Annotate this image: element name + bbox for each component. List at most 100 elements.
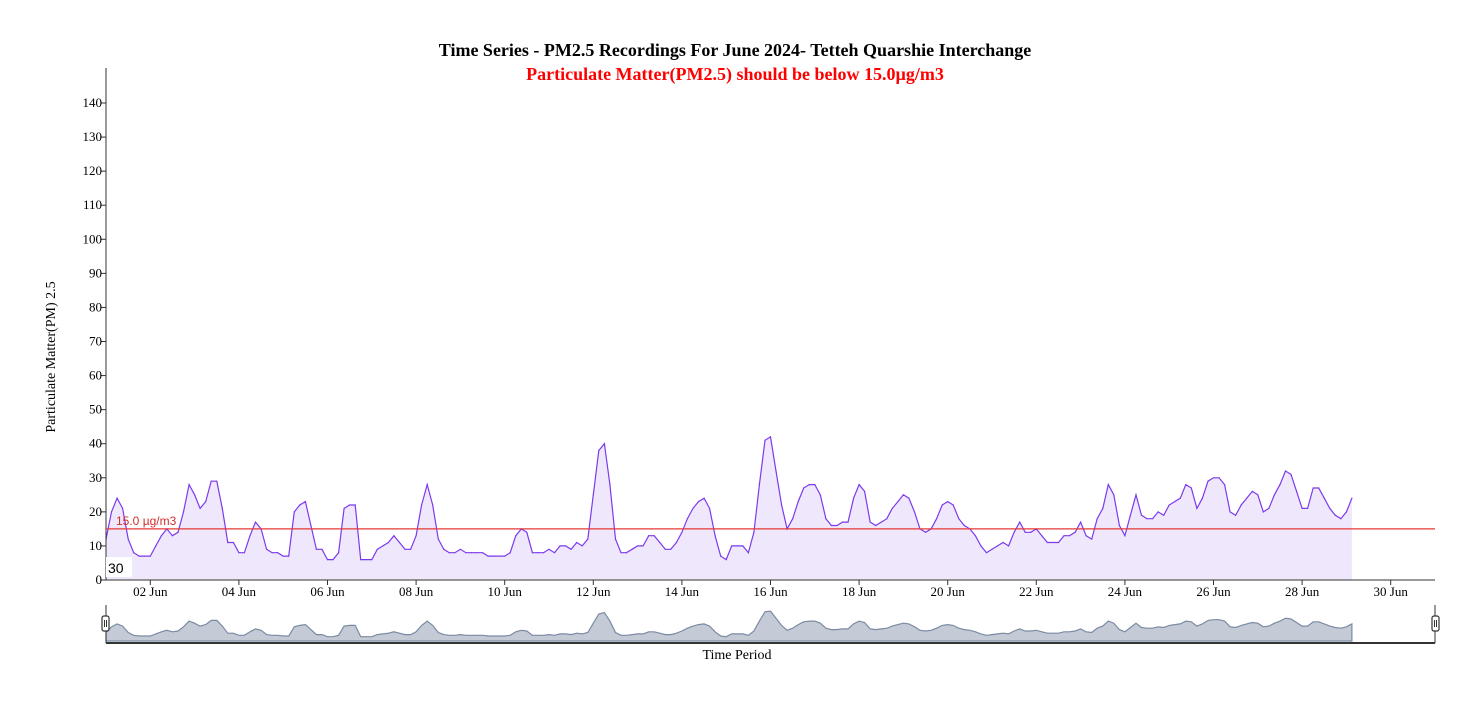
data-point[interactable] (709, 507, 711, 509)
data-point[interactable] (1174, 501, 1176, 503)
data-point[interactable] (160, 535, 162, 537)
data-point[interactable] (421, 504, 423, 506)
data-point[interactable] (515, 535, 517, 537)
data-point[interactable] (138, 555, 140, 557)
data-point[interactable] (398, 541, 401, 544)
data-point[interactable] (238, 552, 240, 554)
data-point[interactable] (470, 552, 473, 554)
data-point[interactable] (310, 524, 312, 527)
data-point[interactable] (553, 552, 556, 554)
data-point[interactable] (155, 545, 157, 547)
data-point[interactable] (249, 535, 251, 537)
data-point[interactable] (825, 518, 827, 520)
data-point[interactable] (504, 555, 506, 557)
data-point[interactable] (681, 531, 683, 533)
data-point[interactable] (1296, 490, 1298, 492)
data-point[interactable] (853, 497, 855, 499)
data-point[interactable] (947, 501, 949, 503)
data-point[interactable] (221, 507, 223, 509)
data-point[interactable] (1152, 518, 1154, 520)
data-point[interactable] (1163, 514, 1165, 516)
data-point[interactable] (1157, 511, 1159, 513)
data-point[interactable] (559, 545, 561, 547)
data-point[interactable] (1063, 535, 1065, 537)
data-point[interactable] (116, 497, 118, 499)
plot-area[interactable] (105, 435, 1353, 580)
data-point[interactable] (864, 490, 866, 492)
data-point[interactable] (764, 439, 766, 441)
data-point[interactable] (459, 548, 461, 550)
data-point[interactable] (354, 504, 356, 506)
data-point[interactable] (742, 545, 744, 547)
data-point[interactable] (493, 555, 495, 557)
data-point[interactable] (609, 484, 611, 486)
data-point[interactable] (326, 559, 329, 561)
data-point[interactable] (1068, 535, 1071, 537)
data-point[interactable] (293, 511, 295, 513)
data-point[interactable] (199, 507, 201, 509)
data-point[interactable] (996, 545, 999, 547)
data-point[interactable] (985, 552, 988, 554)
data-point[interactable] (625, 552, 628, 554)
data-point[interactable] (1257, 494, 1259, 496)
data-point[interactable] (509, 552, 511, 554)
data-point[interactable] (1190, 487, 1192, 489)
data-point[interactable] (1102, 507, 1104, 509)
data-point[interactable] (182, 511, 185, 513)
data-point[interactable] (526, 531, 528, 533)
data-point[interactable] (1140, 514, 1143, 516)
data-point[interactable] (1074, 531, 1076, 533)
data-point[interactable] (686, 518, 689, 520)
data-point[interactable] (675, 541, 678, 544)
data-point[interactable] (1085, 535, 1087, 537)
data-point[interactable] (482, 552, 484, 554)
data-point[interactable] (304, 501, 306, 503)
data-point[interactable] (437, 538, 439, 540)
data-point[interactable] (1118, 524, 1120, 527)
data-point[interactable] (880, 521, 882, 523)
data-point[interactable] (426, 484, 428, 486)
data-point[interactable] (1168, 504, 1170, 506)
data-point[interactable] (1207, 480, 1209, 482)
data-point[interactable] (1124, 535, 1126, 537)
data-point[interactable] (465, 552, 467, 554)
data-point[interactable] (631, 548, 633, 550)
data-point[interactable] (576, 541, 578, 544)
data-point[interactable] (277, 552, 279, 554)
data-point[interactable] (1129, 514, 1131, 516)
data-point[interactable] (171, 535, 173, 537)
data-point[interactable] (216, 480, 218, 482)
data-point[interactable] (1340, 518, 1342, 520)
data-point[interactable] (349, 504, 351, 506)
data-point[interactable] (227, 541, 229, 544)
data-point[interactable] (338, 552, 340, 554)
data-point[interactable] (952, 504, 954, 506)
data-point[interactable] (758, 484, 761, 486)
data-point[interactable] (410, 548, 412, 550)
data-point[interactable] (980, 545, 982, 547)
data-point[interactable] (714, 535, 716, 537)
data-point[interactable] (205, 501, 207, 503)
data-point[interactable] (548, 548, 550, 550)
data-point[interactable] (1019, 521, 1021, 523)
data-point[interactable] (1146, 518, 1148, 520)
data-point[interactable] (542, 552, 545, 554)
data-point[interactable] (1251, 490, 1253, 492)
data-point[interactable] (703, 497, 705, 499)
data-point[interactable] (958, 518, 960, 520)
data-point[interactable] (1091, 538, 1093, 540)
data-point[interactable] (858, 484, 860, 486)
data-point[interactable] (1013, 531, 1015, 533)
data-point[interactable] (1046, 541, 1048, 544)
data-point[interactable] (792, 518, 794, 520)
data-point[interactable] (913, 511, 916, 513)
data-point[interactable] (1096, 518, 1098, 520)
data-point[interactable] (1323, 497, 1325, 499)
data-point[interactable] (371, 559, 373, 561)
data-point[interactable] (448, 552, 450, 554)
data-point[interactable] (1196, 507, 1198, 509)
data-point[interactable] (531, 552, 534, 554)
data-point[interactable] (991, 548, 993, 550)
data-point[interactable] (243, 552, 245, 554)
data-point[interactable] (936, 518, 938, 520)
